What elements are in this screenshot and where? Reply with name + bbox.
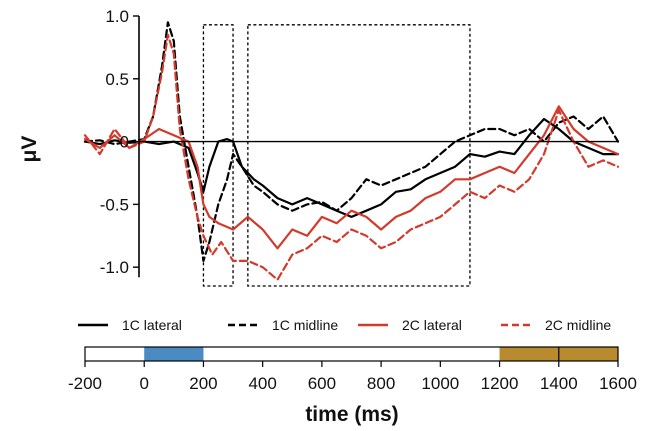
- x-tick-label: 0: [139, 374, 148, 393]
- timeline-bar: [84, 346, 619, 362]
- analysis-window-2: [247, 24, 471, 287]
- legend-label: 1C lateral: [122, 317, 182, 333]
- series-line-2c-lateral: [83, 105, 620, 250]
- y-tick-label: -0.5: [100, 195, 129, 214]
- x-tick-label: 1000: [421, 374, 459, 393]
- x-tick-label: -200: [68, 374, 102, 393]
- x-tick-label: 800: [367, 374, 395, 393]
- x-tick-label: 400: [248, 374, 276, 393]
- y-tick-label: 0.5: [105, 70, 129, 89]
- x-tick-label: 1200: [481, 374, 519, 393]
- legend-label: 2C midline: [545, 317, 611, 333]
- y-tick-label: 1.0: [105, 7, 129, 26]
- y-tick-label: -1.0: [100, 258, 129, 277]
- y-tick-label: 0: [120, 133, 129, 152]
- x-tick-label: 1400: [540, 374, 578, 393]
- x-tick-label: 1600: [599, 374, 637, 393]
- legend-label: 1C midline: [272, 317, 338, 333]
- x-tick-label: 600: [308, 374, 336, 393]
- timeline-segment-1: [144, 347, 204, 361]
- x-tick-label: 200: [189, 374, 217, 393]
- y-axis-title: μV: [18, 136, 41, 163]
- series-line-2c-midline: [83, 33, 620, 281]
- series-line-1c-midline: [83, 21, 620, 262]
- series-line-1c-lateral: [83, 117, 620, 218]
- x-axis-title: time (ms): [305, 403, 398, 426]
- legend-label: 2C lateral: [402, 317, 462, 333]
